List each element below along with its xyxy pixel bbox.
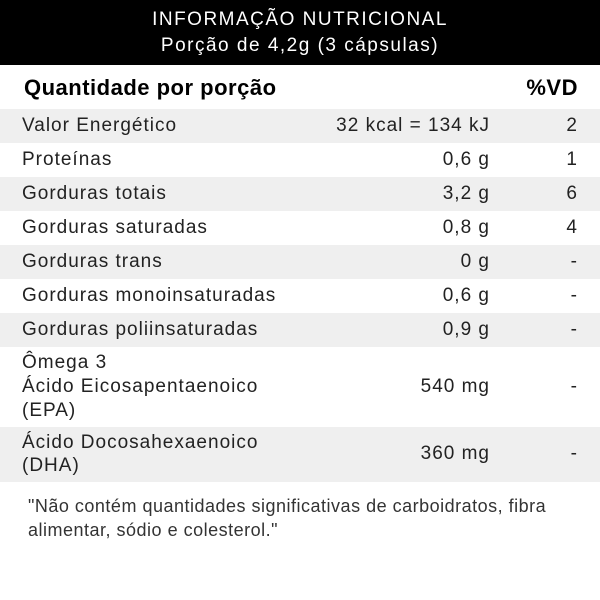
row-value: 360 mg <box>302 443 498 465</box>
row-value: 32 kcal = 134 kJ <box>302 115 498 137</box>
row-dv: - <box>498 251 578 273</box>
row-dv: 4 <box>498 217 578 239</box>
row-name: Proteínas <box>22 148 302 172</box>
table-row: Gorduras monoinsaturadas0,6 g- <box>0 279 600 313</box>
table-row: Gorduras trans0 g- <box>0 245 600 279</box>
row-dv: - <box>498 319 578 341</box>
row-name: Gorduras totais <box>22 182 302 206</box>
row-dv: - <box>498 285 578 307</box>
row-value: 0,9 g <box>302 319 498 341</box>
row-name: Ácido Docosahexaenoico (DHA) <box>22 431 302 479</box>
header-serving: Porção de 4,2g (3 cápsulas) <box>0 33 600 59</box>
row-value: 3,2 g <box>302 183 498 205</box>
footnote: "Não contém quantidades significativas d… <box>0 482 600 543</box>
row-value: 0,8 g <box>302 217 498 239</box>
header-title: INFORMAÇÃO NUTRICIONAL <box>0 7 600 33</box>
row-value: 0,6 g <box>302 285 498 307</box>
row-name: Ômega 3 Ácido Eicosapentaenoico (EPA) <box>22 351 302 422</box>
row-name: Valor Energético <box>22 114 302 138</box>
row-dv: - <box>498 443 578 465</box>
row-dv: 6 <box>498 183 578 205</box>
col-dv: %VD <box>498 75 578 101</box>
table-row: Gorduras totais3,2 g6 <box>0 177 600 211</box>
table-row: Gorduras poliinsaturadas0,9 g- <box>0 313 600 347</box>
row-name: Gorduras poliinsaturadas <box>22 318 302 342</box>
row-dv: 1 <box>498 149 578 171</box>
table-body: Valor Energético32 kcal = 134 kJ2Proteín… <box>0 109 600 482</box>
row-name: Gorduras monoinsaturadas <box>22 284 302 308</box>
table-row: Ácido Docosahexaenoico (DHA)360 mg- <box>0 427 600 483</box>
nutrition-panel: INFORMAÇÃO NUTRICIONAL Porção de 4,2g (3… <box>0 0 600 543</box>
row-value: 540 mg <box>302 376 498 398</box>
row-dv: 2 <box>498 115 578 137</box>
column-headers: Quantidade por porção %VD <box>0 65 600 109</box>
col-qty: Quantidade por porção <box>24 75 498 101</box>
table-row: Valor Energético32 kcal = 134 kJ2 <box>0 109 600 143</box>
row-value: 0 g <box>302 251 498 273</box>
row-dv: - <box>498 376 578 398</box>
panel-header: INFORMAÇÃO NUTRICIONAL Porção de 4,2g (3… <box>0 0 600 65</box>
table-row: Proteínas0,6 g1 <box>0 143 600 177</box>
row-name: Gorduras saturadas <box>22 216 302 240</box>
row-name: Gorduras trans <box>22 250 302 274</box>
table-row: Gorduras saturadas0,8 g4 <box>0 211 600 245</box>
table-row: Ômega 3 Ácido Eicosapentaenoico (EPA)540… <box>0 347 600 426</box>
row-value: 0,6 g <box>302 149 498 171</box>
